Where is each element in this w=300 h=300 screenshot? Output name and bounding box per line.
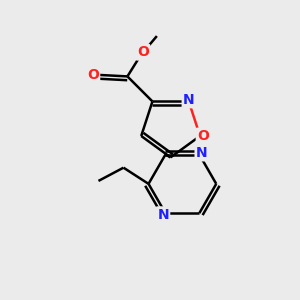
Text: N: N — [157, 208, 169, 222]
Text: O: O — [87, 68, 99, 82]
Text: O: O — [137, 45, 149, 59]
Text: O: O — [197, 129, 209, 143]
Text: N: N — [196, 146, 208, 160]
Text: N: N — [183, 93, 195, 107]
